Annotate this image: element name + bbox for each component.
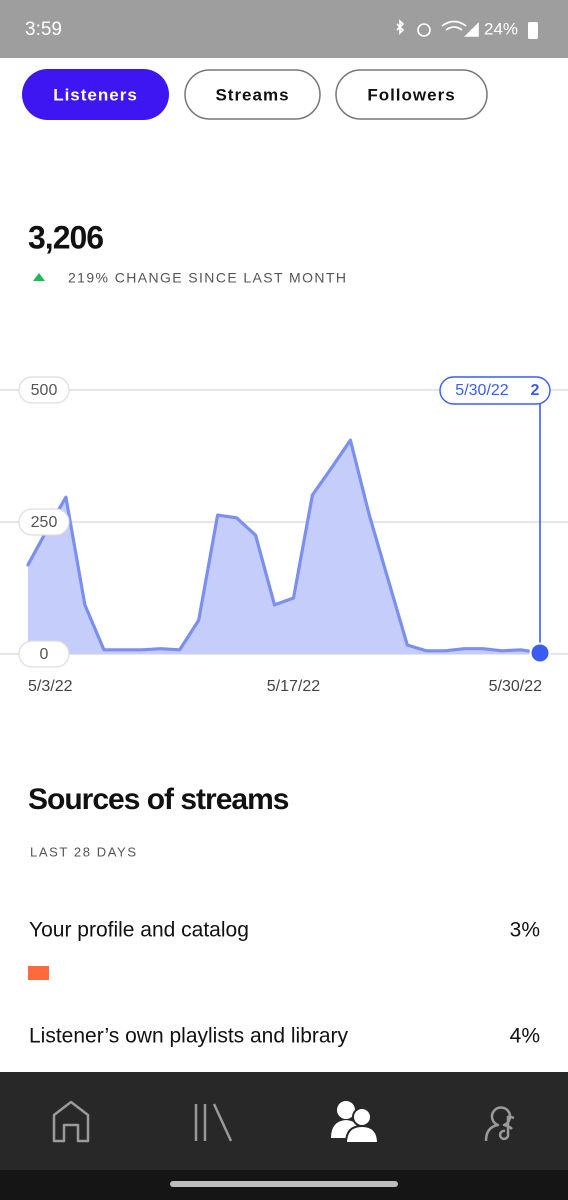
tab[interactable]: [335, 69, 488, 120]
tooltip-value: 2: [531, 382, 540, 399]
battery-icon: [528, 22, 538, 39]
tab-label[interactable]: Listeners: [53, 85, 138, 104]
change-text: 219% CHANGE SINCE LAST MONTH: [68, 270, 347, 286]
source-share: 3%: [510, 919, 540, 942]
total-listeners: 3,206: [28, 219, 103, 255]
home-indicator[interactable]: [170, 1181, 398, 1187]
source-label: Listener’s own playlists and library: [29, 1025, 349, 1048]
x-tick-label: 5/30/22: [489, 678, 542, 695]
y-tick-pill: [18, 640, 70, 668]
tab-label[interactable]: Followers: [367, 85, 455, 104]
tab-label[interactable]: Streams: [215, 85, 289, 104]
source-share: 4%: [510, 1025, 540, 1048]
y-tick-label: 500: [31, 382, 58, 399]
status-icons: [396, 19, 479, 37]
source-bar: [28, 966, 49, 980]
status-bar: [0, 0, 568, 58]
tooltip-date: 5/30/22: [455, 382, 508, 399]
tab-active[interactable]: [22, 69, 169, 120]
y-tick-pill: [18, 376, 70, 404]
nav-home[interactable]: [52, 1100, 90, 1143]
y-tick-label: 0: [40, 646, 49, 663]
tab-bar: Listeners Streams Followers: [22, 69, 488, 120]
y-tick-label: 250: [31, 514, 58, 531]
nav-profile[interactable]: [484, 1106, 515, 1142]
area-fill: [28, 440, 540, 654]
x-tick-label: 5/3/22: [28, 678, 73, 695]
status-time: 3:59: [25, 19, 62, 40]
x-tick-label: 5/17/22: [267, 678, 320, 695]
nav-artists-active[interactable]: [331, 1101, 380, 1144]
battery-level: 24%: [484, 19, 518, 38]
section-subtitle: LAST 28 DAYS: [30, 844, 138, 859]
area-line: [26, 438, 542, 655]
nav-library[interactable]: [194, 1103, 233, 1142]
selected-point: [529, 642, 551, 664]
section-title: Sources of streams: [28, 783, 289, 816]
bottom-nav: [0, 1072, 568, 1170]
up-arrow: [33, 273, 45, 281]
y-tick-pill: [18, 508, 70, 536]
chart: 0 250 500 5/3/22 5/17/22 5/30/22 5/30/22 2: [0, 376, 568, 695]
tab[interactable]: [184, 69, 321, 120]
tooltip-box: [439, 376, 551, 405]
source-label: Your profile and catalog: [29, 919, 249, 942]
